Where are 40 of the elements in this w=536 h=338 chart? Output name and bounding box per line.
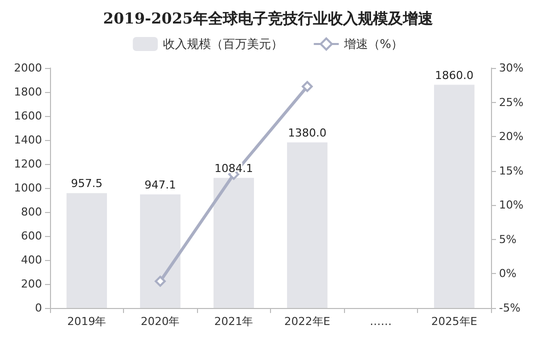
y2-tick-label: 25% <box>499 96 524 109</box>
y-tick-label: 800 <box>21 206 42 218</box>
x-tick-label: 2019年 <box>67 315 106 328</box>
bar <box>434 84 474 308</box>
y2-tick-label: 15% <box>499 164 524 178</box>
y2-tick-label: -5% <box>499 302 520 314</box>
data-label: 1860.0 <box>435 68 474 82</box>
y-tick-label: 1200 <box>14 158 42 170</box>
y-tick-label: 1000 <box>14 182 42 194</box>
y-tick-label: 0 <box>35 302 42 314</box>
chart-title: 2019-2025年全球电子竞技行业收入规模及增速 <box>103 10 434 28</box>
y-tick-label: 200 <box>21 278 42 290</box>
data-label: 957.5 <box>71 177 102 190</box>
x-tick-label: 2021年 <box>214 315 254 328</box>
y2-tick-label: 20% <box>499 130 524 144</box>
data-label: 947.1 <box>144 178 176 192</box>
data-label: 1380.0 <box>288 126 326 140</box>
y-tick-label: 400 <box>21 254 42 266</box>
y2-tick-label: 0% <box>499 267 516 280</box>
bar <box>140 194 180 308</box>
point <box>302 81 313 92</box>
y2-tick-label: 10% <box>499 198 524 212</box>
point <box>154 276 166 287</box>
y2-tick-label: 30% <box>499 62 524 74</box>
bar <box>287 142 328 308</box>
y-tick-label: 2000 <box>14 62 42 74</box>
legend-label: 增速（%） <box>342 37 404 51</box>
bar <box>214 178 254 308</box>
x-tick-label: 2020年 <box>140 315 180 328</box>
legend-label: 收入规模（百万美元） <box>162 37 283 51</box>
bar <box>66 193 107 308</box>
x-tick-label: …… <box>370 315 392 328</box>
x-tick-label: 2022年E <box>284 315 330 328</box>
y2-tick-label: 5% <box>499 232 516 246</box>
x-tick-label: 2025年E <box>431 315 478 328</box>
y-tick-label: 1400 <box>14 134 42 146</box>
data-label: 1084.1 <box>214 162 253 175</box>
y-tick-label: 600 <box>21 230 42 242</box>
y-tick-label: 1800 <box>14 86 42 98</box>
y-tick-label: 1600 <box>14 110 42 122</box>
